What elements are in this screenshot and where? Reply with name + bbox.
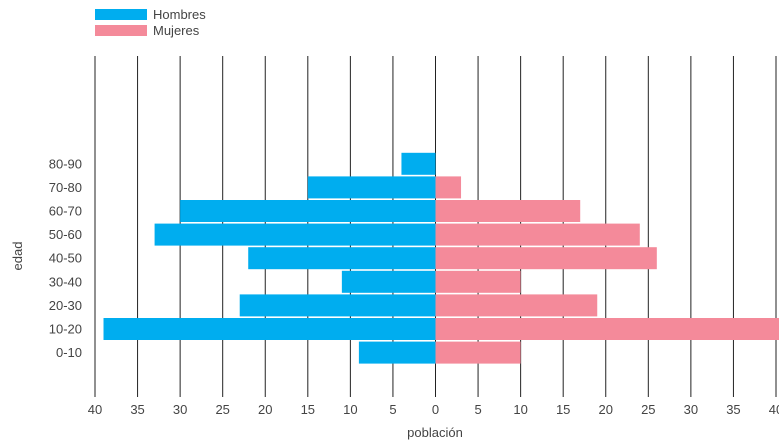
x-tick-label: 20	[599, 402, 613, 417]
x-tick-label: 40	[769, 402, 779, 417]
x-tick-label: 15	[301, 402, 315, 417]
bar-hombres-70-80	[307, 176, 436, 199]
y-tick-label: 50-60	[49, 227, 82, 242]
y-axis-label: edad	[10, 242, 25, 271]
y-tick-label: 10-20	[49, 322, 82, 337]
x-tick-label: 5	[389, 402, 396, 417]
legend-item-hombres: Hombres	[95, 6, 206, 22]
legend-item-mujeres: Mujeres	[95, 22, 206, 38]
bar-mujeres-0-10	[435, 341, 521, 364]
x-tick-label: 30	[173, 402, 187, 417]
y-tick-label: 30-40	[49, 274, 82, 289]
y-tick-label: 60-70	[49, 204, 82, 219]
legend-label-hombres: Hombres	[153, 6, 206, 22]
bar-hombres-80-90	[401, 152, 436, 175]
bar-mujeres-50-60	[435, 223, 640, 246]
bar-mujeres-70-80	[435, 176, 462, 199]
x-tick-label: 25	[641, 402, 655, 417]
legend-label-mujeres: Mujeres	[153, 22, 200, 38]
bar-mujeres-20-30	[435, 294, 598, 317]
bar-hombres-10-20	[103, 318, 436, 340]
bar-hombres-50-60	[154, 223, 436, 246]
bar-hombres-0-10	[358, 341, 436, 364]
y-tick-label: 20-30	[49, 298, 82, 313]
y-tick-label: 70-80	[49, 180, 82, 195]
legend-swatch-mujeres	[95, 24, 147, 36]
x-tick-label: 0	[432, 402, 439, 417]
legend-swatch-hombres	[95, 8, 147, 20]
x-tick-label: 35	[726, 402, 740, 417]
bar-mujeres-40-50	[435, 247, 657, 270]
legend: Hombres Mujeres	[95, 6, 206, 38]
x-tick-label: 35	[130, 402, 144, 417]
y-tick-label: 80-90	[49, 156, 82, 171]
x-tick-label: 15	[556, 402, 570, 417]
bar-mujeres-10-20	[435, 318, 779, 340]
y-tick-labels: 0-10 10-20 20-30 30-40 40-50 50-60 60-70 70-80 8…	[49, 156, 82, 360]
x-tick-label: 10	[513, 402, 527, 417]
bars	[103, 152, 779, 364]
x-tick-label: 20	[258, 402, 272, 417]
y-tick-label: 40-50	[49, 251, 82, 266]
bar-mujeres-60-70	[435, 200, 581, 222]
y-tick-label: 0-10	[56, 345, 82, 360]
bar-hombres-20-30	[239, 294, 436, 317]
x-tick-label: 40	[88, 402, 102, 417]
bar-mujeres-30-40	[435, 270, 521, 293]
x-tick-label: 30	[684, 402, 698, 417]
x-tick-label: 25	[215, 402, 229, 417]
bar-hombres-40-50	[248, 247, 436, 270]
x-axis-label: población	[407, 425, 463, 440]
x-tick-label: 10	[343, 402, 357, 417]
x-tick-labels: 40 35 30 25 20 15 10 5 0 5 10 15 20 25 30 35 40	[88, 402, 779, 417]
bar-hombres-60-70	[180, 200, 436, 222]
bar-hombres-30-40	[341, 270, 436, 293]
x-tick-label: 5	[474, 402, 481, 417]
